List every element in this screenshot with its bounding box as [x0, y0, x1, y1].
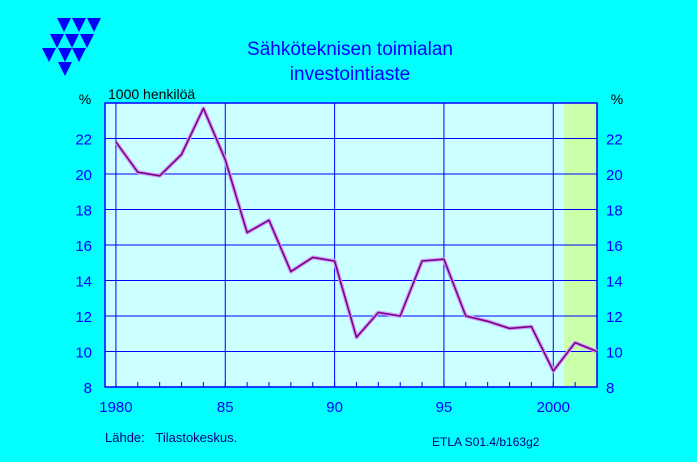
x-tick-label: 2000	[537, 399, 570, 416]
y-tick-label-left: 12	[75, 309, 92, 326]
y-tick-label-left: 22	[75, 132, 92, 149]
unit-label: 1000 henkilöä	[108, 86, 195, 102]
y-tick-label-right: 20	[606, 167, 623, 184]
chart-title-line1: Sähköteknisen toimialan	[247, 39, 453, 60]
source-note: Lähde: Tilastokeskus.	[105, 430, 237, 445]
x-tick-label: 1980	[99, 399, 132, 416]
x-tick-label: 90	[326, 399, 343, 416]
y-axis-label-left: %	[79, 91, 91, 107]
y-tick-label-right: 10	[606, 345, 623, 362]
y-tick-label-right: 22	[606, 132, 623, 149]
y-tick-label-left: 18	[75, 203, 92, 220]
series-group	[114, 106, 598, 373]
y-tick-label-right: 12	[606, 309, 623, 326]
grid-lines	[104, 102, 598, 388]
y-tick-label-right: 16	[606, 238, 623, 255]
x-tick-label: 85	[217, 399, 234, 416]
y-tick-label-left: 16	[75, 238, 92, 255]
y-tick-label-right: 8	[606, 380, 614, 397]
y-tick-label-left: 14	[75, 274, 92, 291]
y-tick-label-left: 10	[75, 345, 92, 362]
chart-title-line2: investointiaste	[290, 64, 410, 85]
y-tick-label-right: 14	[606, 274, 623, 291]
y-axis-label-right: %	[611, 91, 623, 107]
chart-code: ETLA S01.4/b163g2	[432, 435, 540, 449]
y-tick-label-left: 20	[75, 167, 92, 184]
etla-triangles-logo-icon	[42, 18, 101, 76]
y-tick-labels: 8 8 10 10 12 12 14 14 16 16 18 18 20 20 22 22	[75, 132, 622, 398]
logo-triangles	[42, 18, 101, 76]
y-tick-label-right: 18	[606, 203, 623, 220]
x-tick-labels: 1980 85 90 95 2000	[99, 399, 570, 416]
x-tick-label: 95	[436, 399, 453, 416]
plot-frame	[104, 102, 598, 388]
y-tick-label-left: 8	[84, 380, 92, 397]
